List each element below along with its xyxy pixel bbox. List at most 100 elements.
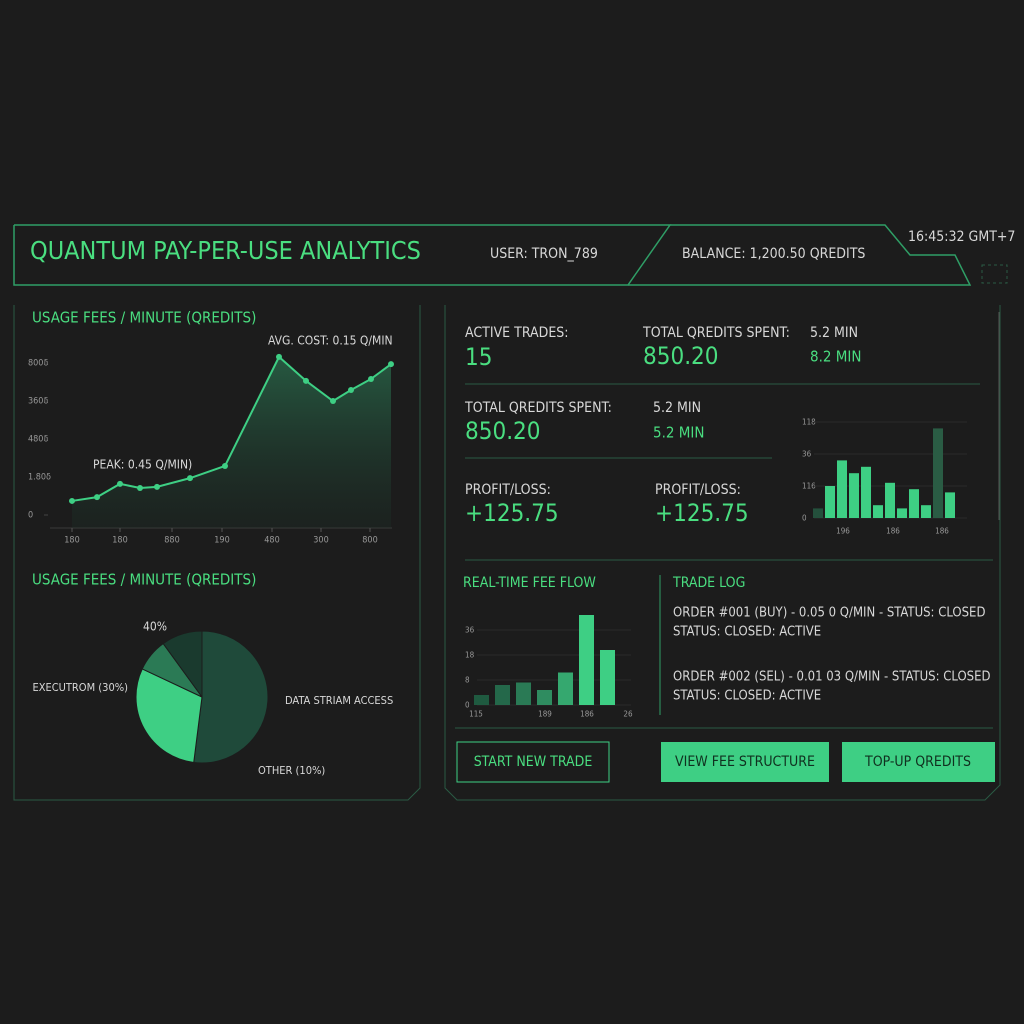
title: QUANTUM PAY-PER-USE ANALYTICS [30, 236, 421, 265]
point [187, 475, 193, 482]
x-tick-label: 800 [362, 536, 377, 546]
y-tick-label: 36 [802, 450, 812, 459]
point [222, 462, 228, 469]
time: 16:45:32 GMT+7 [908, 229, 1015, 245]
point [330, 398, 336, 404]
stat-value: 8.2 MIN [810, 348, 861, 366]
stat-value: 5.2 MIN [653, 424, 704, 442]
right-panel [444, 305, 1001, 801]
button-label[interactable]: START NEW TRADE [474, 754, 593, 770]
x-tick-label: 180 [112, 536, 127, 546]
bar [897, 508, 907, 518]
point [94, 494, 100, 501]
bar [873, 505, 883, 518]
bar [849, 473, 859, 518]
bar [537, 690, 552, 705]
y-tick-label: 0 [28, 511, 33, 521]
button-label[interactable]: VIEW FEE STRUCTURE [675, 754, 815, 770]
balance: BALANCE: 1,200.50 QREDITS [682, 246, 865, 262]
point [303, 377, 309, 384]
stat-label: TOTAL QREDITS SPENT: [642, 325, 790, 341]
user: USER: TRON_789 [490, 246, 598, 262]
bar [579, 615, 594, 705]
log-line: ORDER #002 (SEL) - 0.01 03 Q/MIN - STATU… [673, 670, 991, 685]
stat-label: TOTAL QREDITS SPENT: [464, 400, 612, 416]
x-tick-label: 880 [164, 536, 179, 546]
bar [600, 650, 615, 705]
point [388, 361, 394, 368]
pie-slice [135, 668, 203, 764]
stat-value: +125.75 [465, 499, 559, 527]
bar [825, 486, 835, 518]
chart-title: USAGE FEES / MINUTE (QREDITS) [32, 309, 256, 327]
y-tick-label: 800δ [28, 359, 48, 369]
x-tick-label: 115 [469, 710, 483, 719]
annotation: AVG. COST: 0.15 Q/MIN [268, 334, 393, 348]
y-tick-label: 118 [802, 418, 816, 427]
chart-title: REAL-TIME FEE FLOW [463, 575, 596, 591]
log-line: STATUS: CLOSED: ACTIVE [673, 689, 821, 704]
point [137, 485, 143, 492]
x-tick-label: 26 [623, 710, 633, 719]
x-tick-label: 186 [886, 527, 900, 536]
stat-value: 850.20 [465, 417, 541, 445]
y-tick-label: 0 [802, 514, 807, 523]
y-tick-label: 1.80δ [28, 473, 51, 483]
log-line: ORDER #001 (BUY) - 0.05 0 Q/MIN - STATUS… [673, 606, 985, 621]
log-title: TRADE LOG [672, 575, 745, 591]
bar [474, 695, 489, 705]
stat-label: ACTIVE TRADES: [465, 325, 569, 341]
annotation: 40% [143, 620, 167, 634]
x-tick-label: 180 [64, 536, 79, 546]
x-tick-label: 186 [580, 710, 594, 719]
bar [921, 505, 931, 518]
bar [861, 466, 871, 518]
pie-slice [162, 630, 203, 699]
stat-label: 5.2 MIN [653, 400, 701, 416]
stat-value: +125.75 [655, 499, 749, 527]
slice-label: EXECUTROM (30%) [32, 681, 128, 694]
bar [885, 482, 895, 518]
button[interactable] [456, 741, 610, 783]
point [348, 386, 354, 393]
button-label[interactable]: TOP-UP QREDITS [864, 754, 971, 770]
stat-label: 5.2 MIN [810, 325, 858, 341]
y-tick-label: 36 [465, 626, 475, 635]
stat-label: PROFIT/LOSS: [655, 482, 741, 498]
x-tick-label: 196 [836, 527, 850, 536]
y-tick-label: 480δ [28, 435, 48, 445]
bar [945, 492, 955, 518]
point [276, 353, 282, 360]
point [117, 480, 123, 487]
chart-title: USAGE FEES / MINUTE (QREDITS) [32, 571, 256, 589]
point [368, 375, 374, 382]
area [72, 356, 391, 528]
annotation: PEAK: 0.45 Q/MIN) [93, 458, 192, 472]
stat-value: 850.20 [643, 342, 719, 370]
button[interactable] [842, 742, 995, 782]
x-tick-label: 189 [538, 710, 552, 719]
slice-label: OTHER (10%) [258, 764, 325, 777]
button[interactable] [661, 742, 829, 782]
y-tick-label: 360δ [28, 397, 48, 407]
y-tick-label: 0 [465, 701, 470, 710]
y-tick-label: 116 [802, 482, 816, 491]
icon [981, 264, 1008, 284]
stat-value: 15 [465, 343, 492, 371]
bar [909, 489, 919, 518]
header-frame [628, 224, 972, 286]
bar [813, 508, 823, 518]
point [154, 483, 160, 490]
left-panel [13, 305, 421, 801]
bar [516, 682, 531, 705]
stat-label: PROFIT/LOSS: [465, 482, 551, 498]
bar [933, 428, 943, 518]
x-tick-label: 480 [264, 536, 279, 546]
bar [558, 672, 573, 705]
y-tick-label: 8 [465, 676, 470, 685]
log-line: STATUS: CLOSED: ACTIVE [673, 625, 821, 640]
x-tick-label: 186 [935, 527, 949, 536]
x-tick-label: 300 [313, 536, 328, 546]
